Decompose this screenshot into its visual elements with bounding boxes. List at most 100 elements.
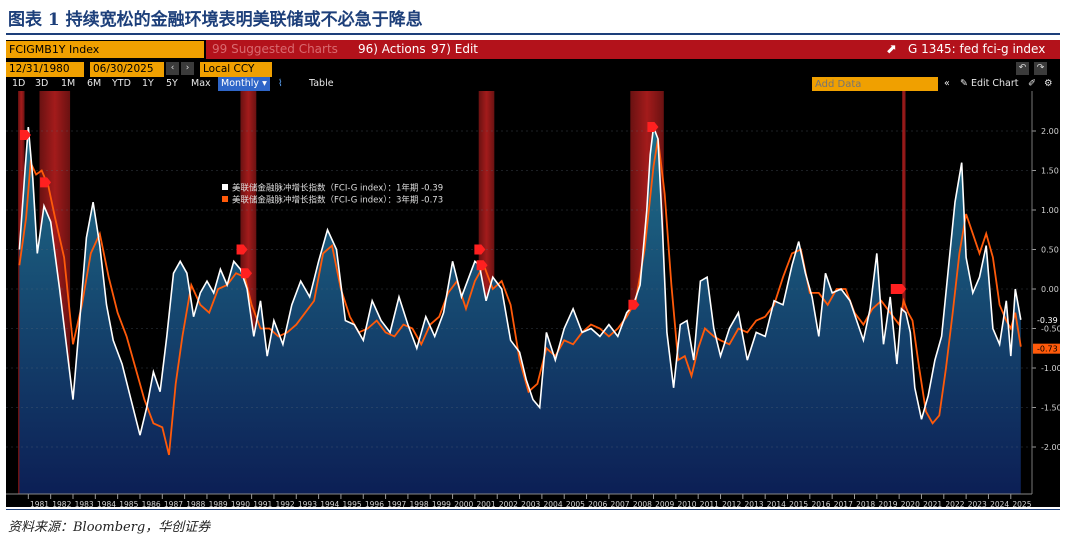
period-6m[interactable]: 6M bbox=[87, 78, 102, 89]
last-value-box bbox=[1033, 314, 1060, 325]
recession-marker bbox=[19, 129, 31, 140]
action-bar: 99 Suggested Charts 96) Actions 97) Edit… bbox=[206, 40, 1060, 59]
redo-icon[interactable]: ↷ bbox=[1034, 62, 1047, 75]
x-tick-label: 2013 bbox=[744, 500, 763, 507]
recession-marker bbox=[476, 260, 488, 271]
period-1m[interactable]: 1M bbox=[61, 78, 76, 89]
x-tick-label: 1987 bbox=[164, 500, 183, 507]
legend-swatch-1y bbox=[222, 184, 228, 190]
x-tick-label: 2024 bbox=[990, 500, 1009, 507]
period-3d[interactable]: 3D bbox=[35, 78, 49, 89]
x-tick-label: 1990 bbox=[231, 500, 250, 507]
x-tick-label: 2020 bbox=[901, 500, 920, 507]
edit-menu[interactable]: 97) Edit bbox=[431, 42, 479, 56]
y-tick-label: -1.00 bbox=[1041, 364, 1060, 373]
x-tick-label: 1986 bbox=[142, 500, 161, 507]
x-tick-label: 2014 bbox=[767, 500, 786, 507]
x-tick-label: 2010 bbox=[677, 500, 696, 507]
y-tick-label: -0.50 bbox=[1041, 325, 1060, 334]
x-tick-label: 2001 bbox=[477, 500, 496, 507]
period-toolbar: 1D 3D 1M 6M YTD 1Y 5Y Max Monthly ▾ ⌇ Ta… bbox=[6, 77, 1060, 91]
add-data-input[interactable] bbox=[812, 77, 938, 91]
popout-icon[interactable]: ⬈ bbox=[886, 42, 897, 57]
x-tick-label: 1995 bbox=[343, 500, 362, 507]
x-axis: 1981 1982 1983 1984 1985 1986 1987 1988 1989 1990… bbox=[6, 493, 1032, 507]
edit-chart-button[interactable]: ✎ Edit Chart bbox=[960, 78, 1019, 89]
x-tick-label: 2017 bbox=[834, 500, 853, 507]
y-tick-label: 2.00 bbox=[1041, 127, 1059, 136]
recession-marker bbox=[647, 122, 659, 133]
recession-marker bbox=[241, 268, 253, 279]
chart-area: 2.00 1.50 1.00 0.50 0.00 -0.50 -1.00 -1.50 -2.00… bbox=[6, 91, 1060, 507]
currency-select[interactable]: Local CCY bbox=[200, 62, 272, 77]
date-forward-icon[interactable]: › bbox=[181, 62, 194, 75]
gridlines bbox=[6, 130, 1032, 448]
source-note: 资料来源：Bloomberg，华创证券 bbox=[8, 520, 211, 535]
x-tick-label: 2002 bbox=[499, 500, 518, 507]
x-tick-label: 2021 bbox=[923, 500, 942, 507]
x-tick-label: 1996 bbox=[365, 500, 384, 507]
suggested-charts-menu[interactable]: 99 Suggested Charts bbox=[212, 42, 338, 56]
period-1d[interactable]: 1D bbox=[12, 78, 26, 89]
chart-type-icon[interactable]: ⌇ bbox=[278, 78, 283, 89]
period-ytd[interactable]: YTD bbox=[112, 78, 131, 89]
recession-band bbox=[902, 91, 906, 494]
x-tick-label: 2011 bbox=[700, 500, 719, 507]
actions-menu[interactable]: 96) Actions bbox=[358, 42, 426, 56]
recession-marker bbox=[474, 244, 486, 255]
ticker-box[interactable]: FCIGMB1Y Index bbox=[6, 41, 204, 58]
bloomberg-terminal: FCIGMB1Y Index 99 Suggested Charts 96) A… bbox=[6, 40, 1060, 507]
x-tick-label: 1994 bbox=[320, 500, 339, 507]
x-tick-label: 1989 bbox=[209, 500, 228, 507]
last-value-label: -0.73 bbox=[1037, 345, 1058, 354]
x-tick-label: 1999 bbox=[432, 500, 451, 507]
table-button[interactable]: Table bbox=[309, 78, 334, 89]
x-tick-label: 1983 bbox=[75, 500, 94, 507]
series-line-1y bbox=[18, 126, 1022, 436]
legend-entry-1y: 美联储金融脉冲增长指数（FCI-G index）：1年期 -0.39 bbox=[232, 183, 443, 194]
y-tick-label: 0.00 bbox=[1041, 285, 1059, 294]
y-axis: 2.00 1.50 1.00 0.50 0.00 -0.50 -1.00 -1.50 -2.00 bbox=[1031, 91, 1060, 494]
frequency-select[interactable]: Monthly ▾ bbox=[218, 77, 270, 91]
x-tick-label: 2004 bbox=[544, 500, 563, 507]
start-date-field[interactable]: 12/31/1980 bbox=[6, 62, 84, 77]
x-tick-label: 2009 bbox=[655, 500, 674, 507]
top-rule bbox=[6, 33, 1060, 35]
x-tick-label: 1984 bbox=[97, 500, 116, 507]
period-1y[interactable]: 1Y bbox=[142, 78, 154, 89]
date-back-icon[interactable]: ‹ bbox=[166, 62, 179, 75]
x-tick-label: 2012 bbox=[722, 500, 741, 507]
recession-marker bbox=[895, 284, 907, 294]
x-tick-label: 2025 bbox=[1012, 500, 1031, 507]
x-tick-label: 2003 bbox=[521, 500, 540, 507]
period-5y[interactable]: 5Y bbox=[166, 78, 178, 89]
recession-marker bbox=[628, 299, 640, 310]
recession-markers bbox=[19, 122, 907, 310]
area-fill-1y bbox=[19, 127, 1021, 494]
end-date-field[interactable]: 06/30/2025 bbox=[90, 62, 164, 77]
x-tick-label: 1992 bbox=[276, 500, 295, 507]
chart-title: G 1345: fed fci-g index bbox=[908, 42, 1046, 56]
gear-icon[interactable]: ⚙ bbox=[1044, 78, 1053, 89]
pencil-icon[interactable]: ✐ bbox=[1028, 78, 1036, 89]
y-tick-label: 1.50 bbox=[1041, 167, 1059, 176]
x-tick-label: 1985 bbox=[119, 500, 138, 507]
collapse-icon[interactable]: « bbox=[944, 78, 950, 89]
legend-swatch-3y bbox=[222, 196, 228, 202]
x-tick-label: 1993 bbox=[298, 500, 317, 507]
period-max[interactable]: Max bbox=[191, 78, 211, 89]
edit-chart-label: Edit Chart bbox=[970, 78, 1019, 89]
figure-caption: 图表 1 持续宽松的金融环境表明美联储或不必急于降息 bbox=[8, 10, 423, 30]
y-tick-label: 0.50 bbox=[1041, 246, 1059, 255]
series-line-3y bbox=[18, 138, 1022, 456]
last-value-labels: -0.39 -0.73 bbox=[1033, 314, 1060, 354]
undo-icon[interactable]: ↶ bbox=[1016, 62, 1029, 75]
terminal-toolbar: FCIGMB1Y Index 99 Suggested Charts 96) A… bbox=[6, 40, 1060, 59]
last-value-label: -0.39 bbox=[1037, 316, 1058, 325]
x-tick-label: 1997 bbox=[387, 500, 406, 507]
x-tick-label: 2018 bbox=[856, 500, 875, 507]
y-tick-label: -1.50 bbox=[1041, 404, 1060, 413]
x-tick-label: 2015 bbox=[789, 500, 808, 507]
date-toolbar: 12/31/1980 06/30/2025 ‹ › Local CCY ↶ ↷ bbox=[6, 60, 1060, 77]
last-value-box bbox=[1033, 343, 1060, 354]
